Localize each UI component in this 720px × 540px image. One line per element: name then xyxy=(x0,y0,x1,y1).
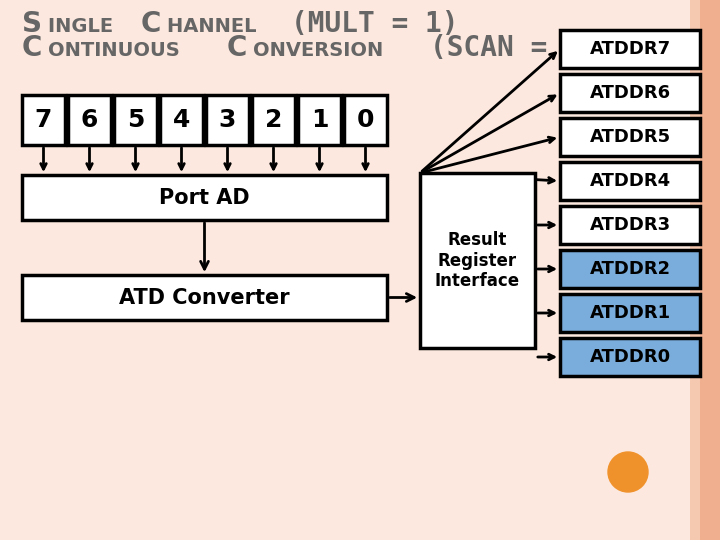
Bar xyxy=(252,95,295,145)
Bar xyxy=(22,95,65,145)
Text: 5: 5 xyxy=(127,108,144,132)
Bar xyxy=(68,95,111,145)
Text: C: C xyxy=(227,34,248,62)
Text: Result
Register
Interface: Result Register Interface xyxy=(435,231,520,291)
Bar xyxy=(560,294,700,332)
Text: (MULT = 1): (MULT = 1) xyxy=(291,10,459,38)
Bar xyxy=(700,0,720,540)
Text: 4: 4 xyxy=(173,108,190,132)
Text: C: C xyxy=(22,34,42,62)
Bar xyxy=(298,95,341,145)
Bar xyxy=(114,95,157,145)
Circle shape xyxy=(608,452,648,492)
Text: 0: 0 xyxy=(356,108,374,132)
Text: ATDDR5: ATDDR5 xyxy=(590,128,670,146)
Text: INGLE: INGLE xyxy=(48,17,120,36)
Text: ATDDR6: ATDDR6 xyxy=(590,84,670,102)
Text: Port AD: Port AD xyxy=(159,187,250,207)
Text: ONTINUOUS: ONTINUOUS xyxy=(48,41,186,60)
Bar xyxy=(560,74,700,112)
Text: 2: 2 xyxy=(265,108,282,132)
Bar xyxy=(560,338,700,376)
Bar xyxy=(160,95,203,145)
Text: ATDDR7: ATDDR7 xyxy=(590,40,670,58)
Text: C: C xyxy=(140,10,161,38)
Bar xyxy=(560,206,700,244)
Text: ATDDR3: ATDDR3 xyxy=(590,216,670,234)
Text: S: S xyxy=(22,10,42,38)
Bar xyxy=(560,162,700,200)
Text: ATDDR0: ATDDR0 xyxy=(590,348,670,366)
Text: 7: 7 xyxy=(35,108,52,132)
Text: (SCAN = 1): (SCAN = 1) xyxy=(430,34,598,62)
Text: ATD Converter: ATD Converter xyxy=(120,287,290,307)
Bar xyxy=(22,275,387,320)
Bar xyxy=(690,0,700,540)
Bar xyxy=(560,250,700,288)
Bar xyxy=(344,95,387,145)
Bar xyxy=(420,173,535,348)
Text: 3: 3 xyxy=(219,108,236,132)
Bar xyxy=(560,118,700,156)
Text: ATDDR4: ATDDR4 xyxy=(590,172,670,190)
Text: ONVERSION: ONVERSION xyxy=(253,41,390,60)
Bar xyxy=(22,175,387,220)
Bar xyxy=(560,30,700,68)
Bar xyxy=(206,95,249,145)
Text: 6: 6 xyxy=(81,108,98,132)
Text: ATDDR2: ATDDR2 xyxy=(590,260,670,278)
Text: HANNEL: HANNEL xyxy=(167,17,263,36)
Text: 1: 1 xyxy=(311,108,328,132)
Text: ATDDR1: ATDDR1 xyxy=(590,304,670,322)
